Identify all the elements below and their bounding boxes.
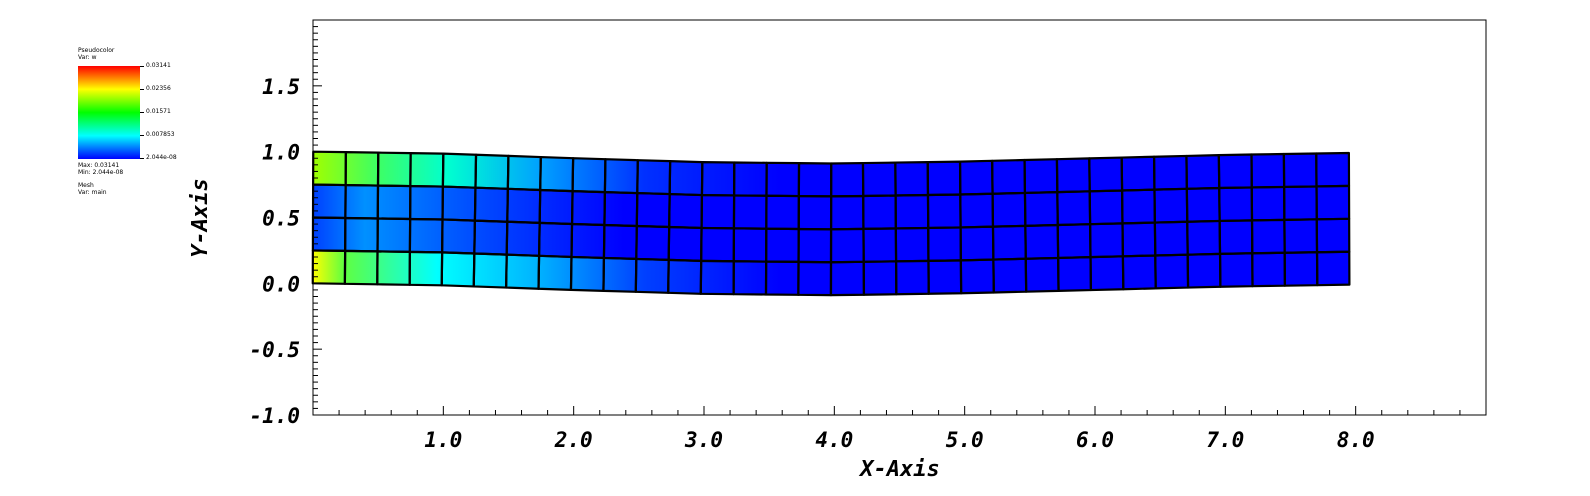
legend: Pseudocolor Var: w 0.03141 0.02356 0.015… (0, 0, 240, 230)
x-axis-ticks: 1.0 2.0 3.0 4.0 5.0 6.0 7.0 8.0 (312, 406, 1487, 452)
y-tick-label: -1.0 (249, 404, 300, 428)
colorbar-tick-mark (140, 112, 144, 113)
legend-mesh-var-label: Var: main (78, 189, 107, 196)
legend-plot-type: Pseudocolor (78, 47, 115, 54)
colorbar (78, 66, 140, 159)
colorbar-tick-label: 0.01571 (146, 108, 171, 115)
colorbar-tick-mark (140, 89, 144, 90)
colorbar-tick-mark (140, 158, 144, 159)
colorbar-tick-label: 0.007853 (146, 131, 175, 138)
mesh-cell (1315, 151, 1351, 188)
y-tick-label: -0.5 (249, 338, 300, 362)
legend-mesh-label: Mesh (78, 182, 94, 189)
x-tick-label: 2.0 (554, 428, 593, 452)
y-tick-label: 0.5 (262, 207, 300, 231)
x-tick-label: 6.0 (1076, 428, 1114, 452)
y-tick-label: 1.5 (262, 75, 300, 99)
colorbar-tick-label: 2.044e-08 (146, 154, 177, 161)
colorbar-tick-label: 0.02356 (146, 85, 171, 92)
y-axis-label: Y-Axis (188, 178, 213, 257)
y-tick-label: 0.0 (262, 272, 300, 296)
legend-min-label: Min: 2.044e-08 (78, 169, 124, 176)
colorbar-tick-mark (140, 66, 144, 67)
legend-max-label: Max: 0.03141 (78, 162, 120, 169)
colorbar-tick-label: 0.03141 (146, 62, 171, 69)
y-tick-label: 1.0 (262, 141, 300, 165)
legend-var-label: Var: w (78, 54, 97, 61)
x-tick-label: 4.0 (815, 428, 853, 452)
colorbar-tick-mark (140, 135, 144, 136)
x-axis-label: X-Axis (858, 457, 939, 482)
x-tick-label: 1.0 (424, 428, 462, 452)
mesh (311, 150, 1351, 297)
x-tick-label: 8.0 (1337, 428, 1375, 452)
x-tick-label: 5.0 (946, 428, 984, 452)
x-tick-label: 7.0 (1206, 428, 1244, 452)
y-axis-ticks: -1.0 -0.5 0.0 0.5 1.0 1.5 (249, 19, 322, 428)
x-tick-label: 3.0 (684, 428, 723, 452)
